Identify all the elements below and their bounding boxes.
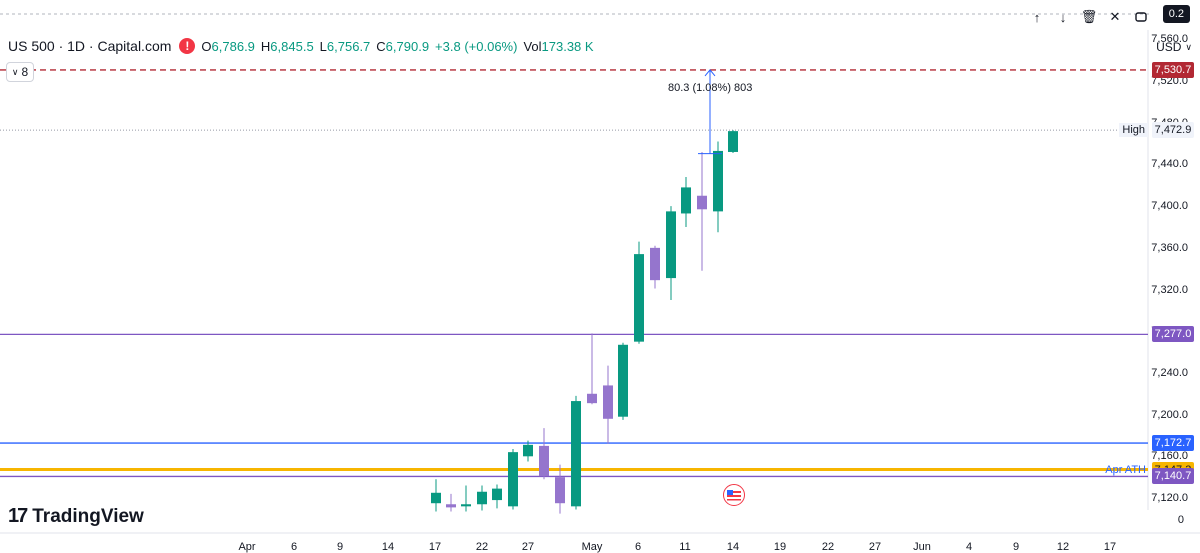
trash-icon[interactable]: 🗑 [1080,9,1098,24]
price-tag-level-7140: 7,140.7 [1152,468,1194,485]
high-line-label: High [1119,123,1148,138]
currency-label: USD [1156,40,1182,54]
candle-body [446,504,456,508]
tradingview-logo-text: TradingView [32,505,144,527]
chevron-down-icon: ∨ [1185,41,1192,52]
price-tick-label: 7,560.0 [1151,33,1188,46]
candle-body [539,445,549,477]
high-value: 6,845.5 [270,38,314,54]
time-tick-label: 17 [1103,541,1117,553]
time-tick-label: 22 [821,541,835,553]
currency-selector[interactable]: USD ∨ [1156,40,1192,54]
candle-body [555,477,565,504]
indicator-count: 8 [21,65,29,79]
time-tick-label: 19 [773,541,787,553]
price-tag-level-7277: 7,277.0 [1152,326,1194,343]
price-tick-label: 7,440.0 [1151,158,1188,171]
price-tick-label: 7,320.0 [1151,283,1188,296]
candle-body [587,393,597,404]
close-value: 6,790.9 [385,38,430,54]
measure-label: 80.3 (1.08%) 803 [668,82,753,94]
candle-body [634,254,644,342]
price-tick-label: 7,200.0 [1151,408,1188,421]
volume-value: 173.38 K [541,38,594,54]
time-tick-label: 27 [521,541,535,553]
candle-body [477,491,487,505]
time-tick-label: 12 [1056,541,1070,553]
price-tag-target: 7,530.7 [1152,61,1194,78]
candle-body [728,131,738,152]
candle-body [508,452,518,507]
price-tick-label: 7,120.0 [1151,492,1188,504]
price-tick-label: 7,400.0 [1151,200,1188,213]
tradingview-logo[interactable]: 17 TradingView [8,505,144,528]
candle-body [431,492,441,504]
close-icon[interactable]: ✕ [1109,9,1121,24]
low-label: L [319,38,327,54]
candle-body [618,344,628,417]
chevron-down-icon: ∨ [11,66,19,77]
price-tag-level-7172: 7,172.7 [1152,435,1194,452]
candle-body [571,401,581,507]
toolbar-value-badge[interactable]: 0.2 [1162,5,1190,23]
market-closed-icon[interactable]: ! [179,38,196,54]
time-tick-label: Apr [238,541,256,553]
price-tick-label: 7,240.0 [1151,366,1188,379]
price-tick-label: 7,520.0 [1151,75,1188,88]
candle-body [650,247,660,281]
candle-body [461,504,471,507]
time-tick-label: 14 [381,541,395,553]
volume-label: Vol [523,38,542,54]
symbol-title[interactable]: US 500 · 1D · Capital.com [8,38,172,54]
price-tag-high: 7,472.9 [1152,122,1194,139]
time-tick-label: 9 [1012,541,1020,553]
change-value: +3.8 (+0.06%) [435,38,518,54]
tradingview-mark-icon: 17 [8,505,28,527]
close-label: C [376,38,386,54]
time-tick-label: 17 [428,541,442,553]
drawing-toolbar: ↑ ↓ 🗑 ✕ [1026,6,1152,28]
candle-body [666,211,676,279]
time-tick-label: 6 [290,541,298,553]
us-flag-event-icon[interactable] [723,484,745,506]
sync-icon[interactable] [1130,6,1152,28]
time-tick-label: May [581,541,603,553]
candle-body [492,488,502,501]
indicators-collapse-button[interactable]: ∨ 8 [6,62,34,82]
time-tick-label: 22 [475,541,489,553]
open-value: 6,786.9 [211,38,255,54]
volume-axis-zero: 0 [1177,514,1184,526]
time-tick-label: 27 [868,541,882,553]
open-label: O [201,38,212,54]
time-tick-label: Jun [913,541,931,553]
time-tick-label: 4 [965,541,973,553]
high-label: H [260,38,271,54]
candle-body [713,150,723,212]
candle-body [523,444,533,457]
measure-arrow [704,69,716,77]
bring-forward-icon[interactable]: ↑ [1033,9,1041,25]
candle-body [603,385,613,419]
time-tick-label: 11 [679,541,691,553]
symbol-legend: US 500 · 1D · Capital.com ! O 6,786.9 H 6,… [8,38,600,54]
price-tick-label: 7,160.0 [1151,450,1188,463]
candle-body [697,195,707,210]
apr-ath-line-label: Apr ATH [1105,463,1146,476]
candle-body [681,187,691,214]
time-tick-label: 14 [726,541,740,553]
send-backward-icon[interactable]: ↓ [1059,9,1067,25]
low-value: 6,756.7 [326,38,371,54]
price-tick-label: 7,360.0 [1151,241,1188,254]
time-tick-label: 6 [634,541,642,553]
time-tick-label: 9 [336,541,344,553]
